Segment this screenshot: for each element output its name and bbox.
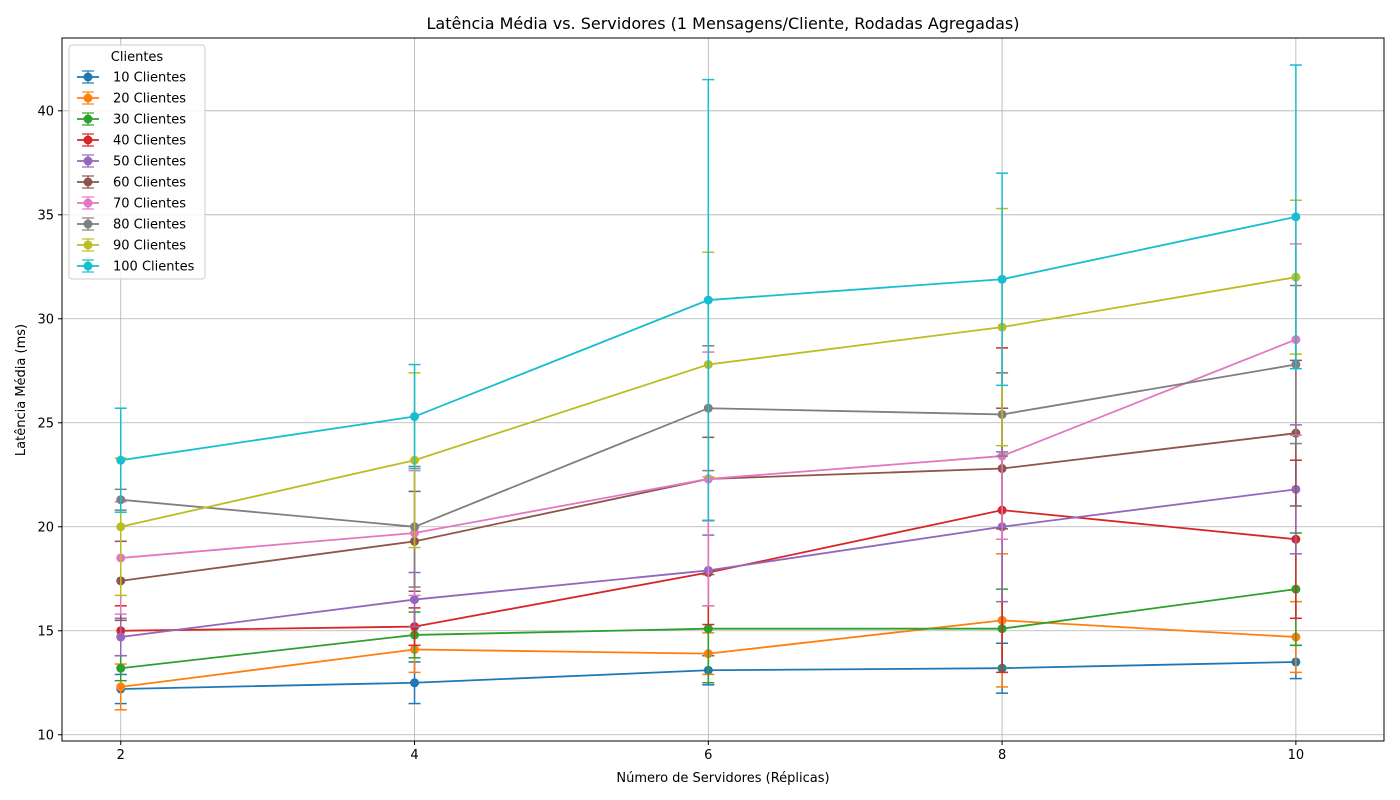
legend-item: 90 Clientes — [77, 238, 186, 254]
legend: Clientes 10 Clientes 20 Clientes 30 Client… — [68, 44, 206, 280]
legend-marker — [83, 219, 93, 229]
legend-label: 100 Clientes — [113, 260, 195, 275]
legend-marker — [83, 240, 93, 250]
y-tick-label: 15 — [37, 624, 54, 639]
x-axis-label: Número de Servidores (Réplicas) — [616, 771, 829, 786]
legend-label: 70 Clientes — [113, 197, 186, 212]
data-point — [410, 678, 420, 688]
legend-label: 10 Clientes — [113, 71, 186, 86]
y-tick-label: 20 — [37, 520, 54, 535]
data-point — [997, 274, 1007, 284]
y-tick-label: 40 — [37, 104, 54, 119]
legend-label: 50 Clientes — [113, 155, 186, 170]
legend-label: 40 Clientes — [113, 134, 186, 149]
legend-box — [68, 44, 206, 280]
x-tick-label: 6 — [704, 748, 712, 763]
axis-ticks: 2 4 6 8 10 10 15 20 25 30 35 40 — [37, 104, 1304, 763]
series-10 — [114, 64, 1302, 522]
data-point — [1291, 212, 1301, 222]
data-point — [116, 682, 126, 692]
y-tick-label: 30 — [37, 312, 54, 327]
data-point — [116, 663, 126, 673]
plot-frame — [61, 37, 1385, 742]
y-tick-label: 10 — [37, 728, 54, 743]
legend-item: 70 Clientes — [77, 196, 186, 212]
plot-area — [114, 64, 1302, 711]
legend-label: 80 Clientes — [113, 218, 186, 233]
y-tick-label: 25 — [37, 416, 54, 431]
data-point — [116, 455, 126, 465]
legend-item: 80 Clientes — [77, 217, 186, 233]
data-point — [703, 624, 713, 634]
chart-title: Latência Média vs. Servidores (1 Mensage… — [427, 14, 1020, 33]
legend-marker — [83, 135, 93, 145]
legend-item: 20 Clientes — [77, 91, 186, 107]
legend-item: 40 Clientes — [77, 133, 186, 149]
legend-label: 90 Clientes — [113, 239, 186, 254]
legend-item: 100 Clientes — [77, 259, 195, 275]
x-tick-label: 4 — [410, 748, 418, 763]
legend-label: 30 Clientes — [113, 113, 186, 128]
legend-marker — [83, 198, 93, 208]
data-point — [410, 412, 420, 422]
x-tick-label: 8 — [998, 748, 1006, 763]
legend-item: 30 Clientes — [77, 112, 186, 128]
legend-item: 10 Clientes — [77, 70, 186, 86]
data-point — [703, 295, 713, 305]
legend-marker — [83, 93, 93, 103]
legend-item: 60 Clientes — [77, 175, 186, 191]
data-point — [116, 522, 126, 532]
data-point — [116, 632, 126, 642]
legend-label: 20 Clientes — [113, 92, 186, 107]
data-point — [410, 595, 420, 605]
legend-item: 50 Clientes — [77, 154, 186, 170]
legend-marker — [83, 177, 93, 187]
legend-items: 10 Clientes 20 Clientes 30 Clientes 40 Clie… — [77, 70, 195, 275]
legend-label: 60 Clientes — [113, 176, 186, 191]
x-tick-label: 2 — [117, 748, 125, 763]
y-axis-label: Latência Média (ms) — [14, 324, 29, 456]
legend-title: Clientes — [111, 50, 164, 65]
y-tick-label: 35 — [37, 208, 54, 223]
legend-marker — [83, 156, 93, 166]
legend-marker — [83, 72, 93, 82]
legend-marker — [83, 261, 93, 271]
legend-marker — [83, 114, 93, 124]
x-tick-label: 10 — [1288, 748, 1305, 763]
